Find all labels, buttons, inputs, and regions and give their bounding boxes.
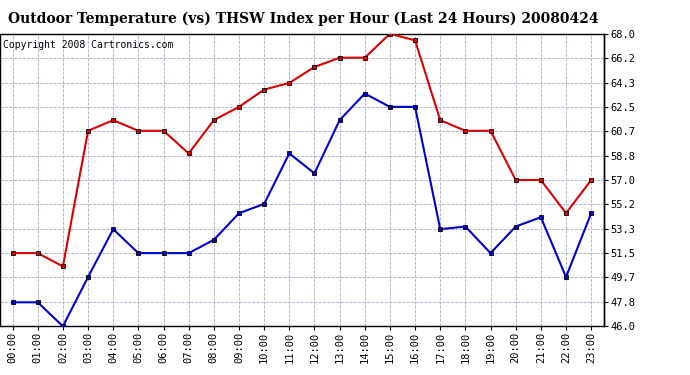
Text: Copyright 2008 Cartronics.com: Copyright 2008 Cartronics.com bbox=[3, 40, 173, 50]
Text: Outdoor Temperature (vs) THSW Index per Hour (Last 24 Hours) 20080424: Outdoor Temperature (vs) THSW Index per … bbox=[8, 11, 599, 26]
